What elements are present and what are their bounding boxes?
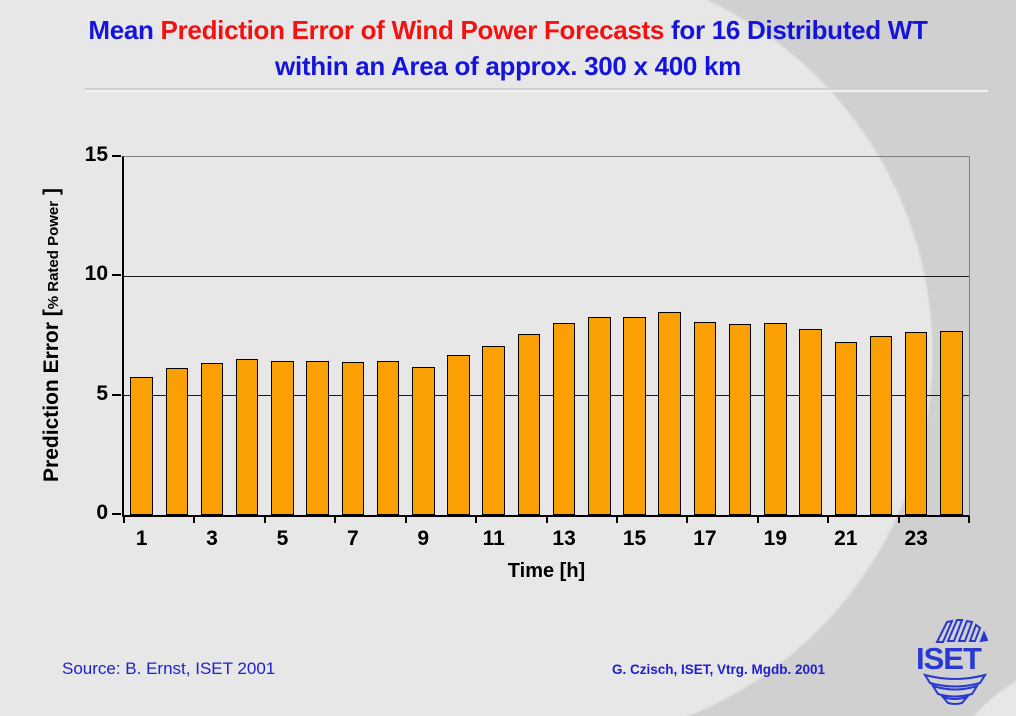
x-tick-label: 21	[834, 527, 858, 550]
x-tick-label: 15	[622, 527, 647, 550]
bar	[623, 316, 646, 515]
bar	[834, 341, 858, 515]
logo-globe-stripes-icon	[922, 673, 988, 705]
x-tick-mark	[897, 516, 900, 523]
bar	[799, 328, 822, 515]
bar	[552, 322, 576, 515]
iset-logo: ISET	[915, 612, 995, 707]
x-tick-mark	[756, 516, 759, 523]
bar	[764, 322, 787, 515]
y-axis-label: Prediction Error [% Rated Power ]	[40, 188, 64, 482]
bar	[904, 332, 928, 515]
logo-text: ISET	[916, 641, 982, 676]
x-tick-label: 19	[763, 527, 788, 550]
x-tick-mark	[615, 516, 618, 523]
x-tick-mark	[334, 516, 337, 523]
bar	[658, 312, 681, 515]
y-tick-label: 0	[96, 501, 108, 524]
bar	[235, 358, 259, 515]
bar	[341, 362, 365, 515]
x-axis-label: Time [h]	[507, 560, 586, 582]
x-tick-mark	[686, 516, 689, 523]
x-tick-label: 9	[417, 527, 430, 550]
x-tick-mark	[193, 516, 196, 523]
bar	[869, 336, 893, 515]
x-tick-label: 13	[552, 527, 576, 550]
x-tick-label: 1	[135, 527, 148, 550]
y-tick-label: 15	[84, 143, 108, 166]
y-axis-label-main: Prediction Error [	[40, 309, 63, 482]
title-part-mean: Mean	[88, 15, 161, 45]
title-part-distributed-wt: for 16 Distributed WT	[664, 15, 928, 45]
y-gridline	[124, 395, 969, 397]
slide-title-line1: Mean Prediction Error of Wind Power Fore…	[0, 12, 1016, 48]
x-tick-label: 11	[482, 527, 505, 550]
bar	[517, 333, 541, 515]
bar	[447, 355, 470, 515]
bar	[306, 361, 329, 515]
bar	[588, 316, 611, 515]
bar	[376, 361, 400, 515]
y-axis-label-sub: % Rated Power	[45, 200, 62, 310]
y-gridline	[124, 275, 969, 277]
logo-fan-stripes-icon	[935, 619, 989, 643]
x-tick-mark	[827, 516, 830, 523]
x-tick-label: 23	[904, 527, 928, 550]
x-tick-mark	[475, 516, 478, 523]
x-tick-label: 5	[276, 527, 289, 550]
x-tick-mark	[404, 516, 407, 523]
bar	[271, 361, 294, 515]
title-divider	[85, 88, 988, 92]
y-tick-mark	[112, 393, 121, 396]
bar	[728, 324, 752, 515]
bar	[200, 363, 224, 515]
plot-area	[122, 156, 970, 517]
x-tick-label: 3	[206, 527, 218, 550]
x-tick-label: 7	[347, 527, 359, 550]
bar	[130, 376, 153, 515]
bar	[482, 345, 505, 515]
bar	[693, 321, 717, 515]
y-tick-label: 5	[96, 381, 108, 405]
x-tick-mark	[545, 516, 548, 523]
title-part-prediction-error: Prediction Error of Wind Power Forecasts	[160, 15, 665, 45]
x-tick-mark	[968, 516, 970, 523]
y-tick-mark	[112, 274, 121, 277]
slide-title: Mean Prediction Error of Wind Power Fore…	[0, 12, 1016, 84]
author-credit: G. Czisch, ISET, Vtrg. Mgdb. 2001	[612, 662, 826, 677]
y-tick-mark	[112, 513, 121, 515]
bar	[165, 368, 189, 515]
y-tick-label: 10	[84, 262, 108, 286]
source-credit: Source: B. Ernst, ISET 2001	[62, 659, 276, 678]
slide-title-line2: within an Area of approx. 300 x 400 km	[275, 51, 741, 81]
x-tick-mark	[123, 516, 125, 523]
x-tick-label: 17	[693, 527, 717, 550]
bar	[412, 367, 435, 515]
y-axis-label-close: ]	[40, 188, 63, 201]
bar	[940, 331, 963, 515]
x-tick-mark	[263, 516, 266, 523]
y-tick-mark	[112, 155, 121, 157]
